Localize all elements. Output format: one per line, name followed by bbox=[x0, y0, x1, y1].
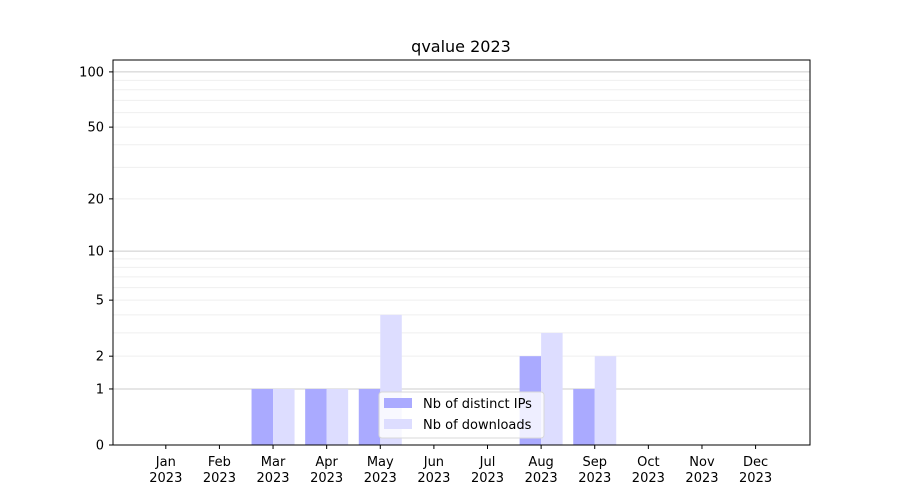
x-tick-label-month: Nov bbox=[689, 455, 715, 470]
bar-nb-of-downloads bbox=[541, 332, 563, 445]
bar-nb-of-distinct-ips bbox=[358, 388, 381, 445]
bar-nb-of-downloads bbox=[594, 356, 617, 445]
x-tick-label-year: 2023 bbox=[525, 471, 558, 486]
legend-box bbox=[378, 391, 545, 439]
x-tick-label-month: May bbox=[367, 455, 394, 470]
y-tick-label: 5 bbox=[96, 294, 104, 309]
x-tick-label-month: Jan bbox=[155, 455, 176, 470]
x-tick-label-month: Apr bbox=[315, 455, 338, 470]
x-tick-label-year: 2023 bbox=[685, 471, 718, 486]
bar-nb-of-downloads bbox=[273, 388, 295, 445]
bar-nb-of-distinct-ips bbox=[251, 388, 274, 445]
x-tick-label-year: 2023 bbox=[149, 471, 182, 486]
x-tick-label-month: Jul bbox=[479, 455, 496, 470]
x-tick-label-month: Feb bbox=[208, 455, 231, 470]
legend-swatch bbox=[384, 398, 412, 408]
x-tick-label-month: Aug bbox=[528, 455, 553, 470]
x-tick-label-month: Sep bbox=[582, 455, 607, 470]
x-tick-label-year: 2023 bbox=[364, 471, 397, 486]
legend-swatch bbox=[384, 419, 412, 429]
x-tick-label-year: 2023 bbox=[578, 471, 611, 486]
chart-title: qvalue 2023 bbox=[411, 37, 511, 56]
y-tick-label: 50 bbox=[87, 121, 104, 136]
y-tick-label: 1 bbox=[96, 382, 104, 397]
grid bbox=[113, 71, 810, 390]
y-tick-label: 2 bbox=[96, 350, 104, 365]
axes-frame bbox=[112, 59, 811, 446]
x-tick-label-year: 2023 bbox=[632, 471, 665, 486]
legend-label: Nb of downloads bbox=[423, 418, 532, 433]
x-tick-label-month: Dec bbox=[743, 455, 768, 470]
bar-nb-of-downloads bbox=[326, 388, 349, 445]
y-tick-label: 10 bbox=[87, 245, 104, 260]
bars bbox=[251, 314, 617, 445]
y-tick-label: 20 bbox=[87, 192, 104, 207]
legend-label: Nb of distinct IPs bbox=[423, 397, 532, 412]
x-tick-label-month: Mar bbox=[261, 455, 286, 470]
axes: 0125102050100Jan2023Feb2023Mar2023Apr202… bbox=[79, 59, 811, 486]
legend: Nb of distinct IPs Nb of downloads bbox=[378, 391, 545, 439]
x-tick-label-month: Oct bbox=[637, 455, 659, 470]
y-tick-label: 100 bbox=[79, 65, 104, 80]
x-tick-label-year: 2023 bbox=[417, 471, 450, 486]
y-tick-label: 0 bbox=[96, 439, 104, 454]
x-tick-label-month: Jun bbox=[423, 455, 444, 470]
x-tick-label-year: 2023 bbox=[471, 471, 504, 486]
bar-nb-of-distinct-ips bbox=[305, 388, 327, 445]
x-tick-label-year: 2023 bbox=[739, 471, 772, 486]
bar-nb-of-distinct-ips bbox=[573, 388, 595, 445]
x-tick-label-year: 2023 bbox=[310, 471, 343, 486]
x-tick-label-year: 2023 bbox=[256, 471, 289, 486]
x-tick-label-year: 2023 bbox=[203, 471, 236, 486]
